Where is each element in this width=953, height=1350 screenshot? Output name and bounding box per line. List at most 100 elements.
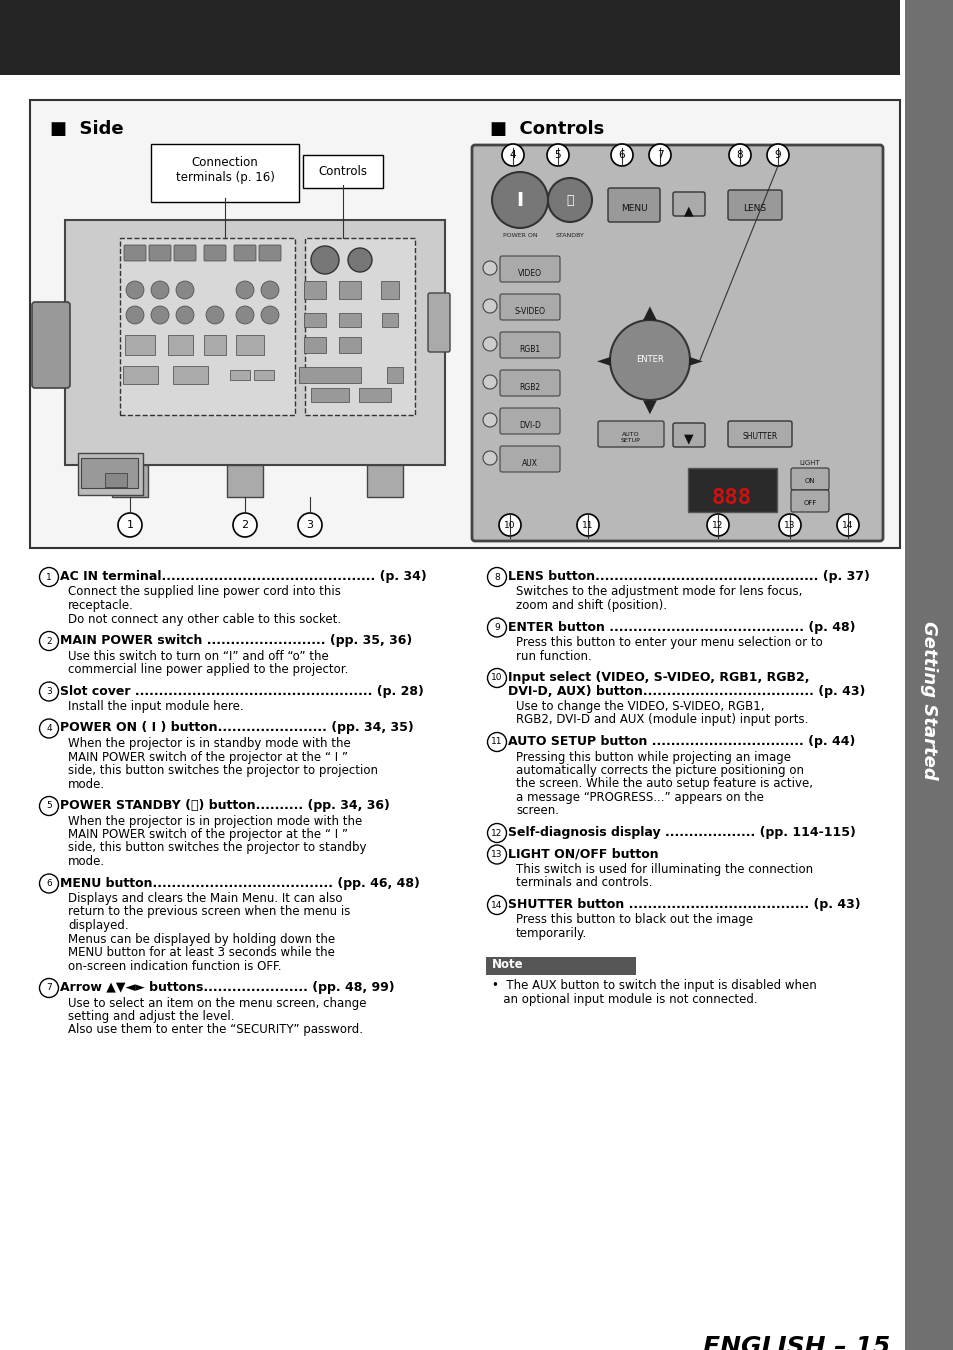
Text: This switch is used for illuminating the connection: This switch is used for illuminating the…	[516, 863, 812, 876]
Circle shape	[482, 298, 497, 313]
Text: ▼: ▼	[683, 432, 693, 446]
Circle shape	[487, 567, 506, 586]
Text: Input select (VIDEO, S-VIDEO, RGB1, RGB2,: Input select (VIDEO, S-VIDEO, RGB1, RGB2…	[507, 671, 809, 684]
Text: 13: 13	[783, 521, 795, 529]
Text: Getting Started: Getting Started	[919, 621, 937, 779]
FancyBboxPatch shape	[311, 387, 349, 402]
FancyBboxPatch shape	[790, 490, 828, 512]
Text: Self-diagnosis display ................... (pp. 114-115): Self-diagnosis display .................…	[507, 826, 855, 838]
FancyBboxPatch shape	[904, 0, 953, 1350]
FancyBboxPatch shape	[125, 335, 154, 355]
FancyBboxPatch shape	[338, 313, 360, 327]
Text: 6: 6	[46, 879, 51, 888]
Text: 7: 7	[656, 150, 662, 161]
Text: 8: 8	[736, 150, 742, 161]
Text: on-screen indication function is OFF.: on-screen indication function is OFF.	[68, 960, 281, 972]
Text: 5: 5	[554, 150, 560, 161]
Text: Also use them to enter the “SECURITY” password.: Also use them to enter the “SECURITY” pa…	[68, 1023, 363, 1037]
Text: AC IN terminal............................................. (p. 34): AC IN terminal..........................…	[60, 570, 426, 583]
FancyBboxPatch shape	[499, 370, 559, 396]
Text: Use to select an item on the menu screen, change: Use to select an item on the menu screen…	[68, 996, 366, 1010]
Circle shape	[482, 338, 497, 351]
Text: ENGLISH – 15: ENGLISH – 15	[702, 1335, 889, 1350]
FancyBboxPatch shape	[428, 293, 450, 352]
FancyBboxPatch shape	[298, 367, 360, 383]
Text: zoom and shift (position).: zoom and shift (position).	[516, 599, 666, 612]
Text: LENS button............................................... (p. 37): LENS button.............................…	[507, 570, 869, 583]
Text: 2: 2	[241, 520, 249, 531]
FancyBboxPatch shape	[499, 332, 559, 358]
Text: Connect the supplied line power cord into this: Connect the supplied line power cord int…	[68, 586, 340, 598]
Circle shape	[175, 306, 193, 324]
Circle shape	[487, 618, 506, 637]
FancyBboxPatch shape	[151, 144, 298, 202]
FancyBboxPatch shape	[672, 192, 704, 216]
Text: RGB2, DVI-D and AUX (module input) input ports.: RGB2, DVI-D and AUX (module input) input…	[516, 714, 807, 726]
Circle shape	[482, 451, 497, 464]
Circle shape	[546, 144, 568, 166]
Text: run function.: run function.	[516, 649, 591, 663]
Text: POWER ON: POWER ON	[502, 234, 537, 238]
Text: 5: 5	[46, 802, 51, 810]
Circle shape	[206, 306, 224, 324]
Text: 3: 3	[46, 687, 51, 697]
Circle shape	[297, 513, 322, 537]
FancyBboxPatch shape	[380, 281, 398, 298]
Text: Do not connect any other cable to this socket.: Do not connect any other cable to this s…	[68, 613, 341, 625]
Circle shape	[482, 375, 497, 389]
FancyBboxPatch shape	[32, 302, 70, 387]
Circle shape	[311, 246, 338, 274]
FancyBboxPatch shape	[338, 338, 360, 352]
Text: Slot cover .................................................. (p. 28): Slot cover .............................…	[60, 684, 423, 698]
Circle shape	[779, 514, 801, 536]
Text: 11: 11	[581, 521, 593, 529]
FancyBboxPatch shape	[235, 335, 264, 355]
Text: AUTO SETUP button ................................ (p. 44): AUTO SETUP button ......................…	[507, 734, 855, 748]
Text: Pressing this button while projecting an image: Pressing this button while projecting an…	[516, 751, 790, 764]
FancyBboxPatch shape	[172, 366, 208, 383]
Text: LIGHT ON/OFF button: LIGHT ON/OFF button	[507, 848, 658, 860]
Text: MENU button...................................... (pp. 46, 48): MENU button.............................…	[60, 876, 419, 890]
Text: Displays and clears the Main Menu. It can also: Displays and clears the Main Menu. It ca…	[68, 892, 342, 904]
Circle shape	[487, 824, 506, 842]
Text: ENTER button ......................................... (p. 48): ENTER button ...........................…	[507, 621, 855, 633]
Text: RGB2: RGB2	[518, 383, 540, 392]
Circle shape	[235, 306, 253, 324]
Circle shape	[39, 873, 58, 892]
Text: Use to change the VIDEO, S-VIDEO, RGB1,: Use to change the VIDEO, S-VIDEO, RGB1,	[516, 701, 763, 713]
FancyBboxPatch shape	[230, 370, 250, 379]
Circle shape	[261, 281, 278, 298]
Text: RGB1: RGB1	[518, 346, 540, 354]
Circle shape	[487, 733, 506, 752]
FancyBboxPatch shape	[233, 244, 255, 261]
Circle shape	[39, 720, 58, 738]
Text: MENU: MENU	[620, 204, 647, 213]
Circle shape	[609, 320, 689, 400]
Text: receptacle.: receptacle.	[68, 599, 133, 612]
FancyBboxPatch shape	[381, 313, 397, 327]
Text: ⏻: ⏻	[566, 193, 573, 207]
Text: 10: 10	[491, 674, 502, 683]
Circle shape	[482, 413, 497, 427]
FancyBboxPatch shape	[499, 294, 559, 320]
Text: ■  Side: ■ Side	[50, 120, 124, 138]
Text: 1: 1	[127, 520, 133, 531]
Circle shape	[235, 281, 253, 298]
Circle shape	[648, 144, 670, 166]
Text: 6: 6	[618, 150, 624, 161]
Text: mode.: mode.	[68, 778, 105, 791]
Text: Press this button to enter your menu selection or to: Press this button to enter your menu sel…	[516, 636, 821, 649]
Text: Use this switch to turn on “I” and off “o” the: Use this switch to turn on “I” and off “…	[68, 649, 329, 663]
FancyBboxPatch shape	[727, 190, 781, 220]
Text: ▲: ▲	[683, 204, 693, 217]
Text: mode.: mode.	[68, 855, 105, 868]
FancyBboxPatch shape	[149, 244, 171, 261]
Text: the screen. While the auto setup feature is active,: the screen. While the auto setup feature…	[516, 778, 812, 791]
Text: MAIN POWER switch of the projector at the “ I ”: MAIN POWER switch of the projector at th…	[68, 751, 348, 764]
Circle shape	[348, 248, 372, 271]
FancyBboxPatch shape	[303, 155, 382, 188]
Text: 4: 4	[509, 150, 516, 161]
Circle shape	[728, 144, 750, 166]
Text: 10: 10	[504, 521, 516, 529]
Text: OFF: OFF	[802, 500, 816, 506]
